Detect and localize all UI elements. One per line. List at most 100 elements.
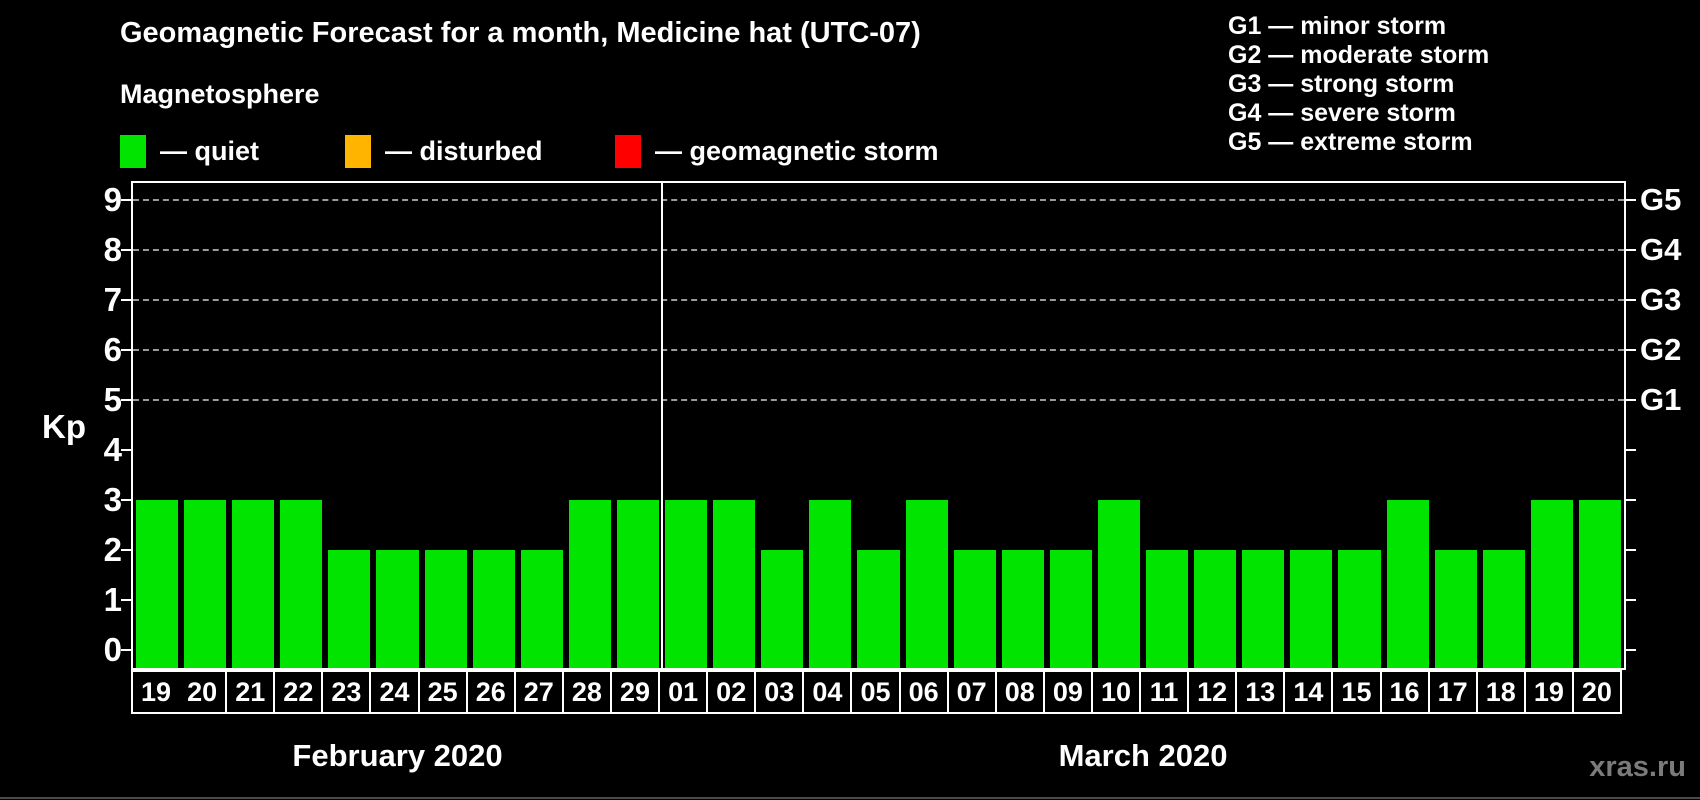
kp-bar-day-23 [328, 550, 371, 668]
bottom-divider [0, 797, 1700, 799]
axis-tick-kp-4 [121, 449, 131, 451]
kp-bar-day-20 [184, 500, 227, 668]
gridline-kp-8 [133, 249, 1624, 251]
kp-bar-day-11 [1146, 550, 1189, 668]
storm-scale-g4: G4 — severe storm [1228, 99, 1456, 127]
kp-bar-day-06 [905, 500, 948, 668]
right-axis-label-g3: G3 [1640, 282, 1682, 317]
kp-bar-day-25 [424, 550, 467, 668]
y-tick-label-8: 8 [103, 231, 122, 268]
kp-bar-day-05 [857, 550, 900, 668]
kp-bar-day-19 [1530, 500, 1573, 668]
date-cell-20: 20 [179, 670, 228, 714]
date-cell-27: 27 [515, 670, 564, 714]
axis-tick-kp-8 [1626, 249, 1636, 251]
date-cell-23: 23 [323, 670, 372, 714]
axis-tick-kp-3 [121, 499, 131, 501]
kp-bar-day-04 [809, 500, 852, 668]
kp-bar-day-14 [1290, 550, 1333, 668]
date-cell-17: 17 [1429, 670, 1478, 714]
date-cell-04: 04 [804, 670, 853, 714]
month-label-february: February 2020 [292, 738, 503, 773]
date-cell-24: 24 [371, 670, 420, 714]
storm-scale-g2: G2 — moderate storm [1228, 41, 1490, 69]
month-separator [661, 183, 664, 668]
gridline-kp-9 [133, 199, 1624, 201]
y-tick-label-5: 5 [103, 381, 122, 418]
kp-bar-day-01 [665, 500, 708, 668]
axis-tick-kp-4 [1626, 449, 1636, 451]
axis-tick-kp-6 [1626, 349, 1636, 351]
axis-tick-kp-7 [1626, 299, 1636, 301]
legend-label: — disturbed [385, 135, 543, 166]
kp-bar-day-12 [1194, 550, 1237, 668]
magnetosphere-label: Magnetosphere [120, 79, 320, 109]
kp-bar-day-08 [1001, 550, 1044, 668]
legend-label: — quiet [160, 135, 259, 166]
kp-bar-day-29 [616, 500, 660, 668]
kp-bar-day-18 [1482, 550, 1525, 668]
kp-bar-day-27 [520, 550, 563, 668]
date-cell-09: 09 [1044, 670, 1093, 714]
y-axis-left-labels: 0 1 2 3 4 5 6 7 8 9 [0, 181, 122, 668]
axis-tick-kp-5 [121, 399, 131, 401]
date-cell-25: 25 [419, 670, 468, 714]
gridline-kp-7 [133, 299, 1624, 301]
kp-bar-day-02 [713, 500, 756, 668]
gridline-kp-5 [133, 399, 1624, 401]
plot-area [121, 181, 1636, 670]
y-tick-label-9: 9 [103, 181, 122, 218]
date-cell-07: 07 [948, 670, 997, 714]
date-cell-08: 08 [996, 670, 1045, 714]
storm-scale-g5: G5 — extreme storm [1228, 128, 1473, 156]
kp-bar-day-03 [761, 550, 804, 668]
axis-tick-kp-1 [1626, 599, 1636, 601]
y-tick-label-4: 4 [103, 431, 122, 468]
date-cell-28: 28 [563, 670, 612, 714]
kp-bar-day-09 [1049, 550, 1092, 668]
kp-bar-day-20 [1578, 500, 1621, 668]
axis-tick-kp-6 [121, 349, 131, 351]
kp-bar-day-16 [1386, 500, 1429, 668]
kp-bar-day-10 [1097, 500, 1141, 668]
date-cell-29: 29 [611, 670, 661, 714]
date-cell-15: 15 [1333, 670, 1382, 714]
date-cell-18: 18 [1477, 670, 1526, 714]
kp-bar-day-28 [568, 500, 611, 668]
date-cell-12: 12 [1189, 670, 1238, 714]
disturbed-color-swatch [345, 134, 371, 168]
kp-bar-day-19 [136, 500, 179, 668]
kp-bar-day-07 [953, 550, 996, 668]
axis-tick-kp-5 [1626, 399, 1636, 401]
date-cell-13: 13 [1237, 670, 1286, 714]
axis-tick-kp-0 [121, 649, 131, 651]
y-tick-label-6: 6 [103, 331, 122, 368]
kp-bar-day-26 [472, 550, 515, 668]
date-cell-01: 01 [660, 670, 709, 714]
y-axis-right-labels: G5 G4 G3 G2 G1 [1640, 182, 1700, 668]
y-tick-label-0: 0 [103, 631, 122, 668]
y-tick-label-1: 1 [103, 581, 122, 618]
right-axis-label-g2: G2 [1640, 332, 1682, 367]
axis-tick-kp-3 [1626, 499, 1636, 501]
date-cell-19: 19 [1525, 670, 1574, 714]
kp-bar-day-13 [1242, 550, 1285, 668]
date-cell-21: 21 [227, 670, 276, 714]
y-axis-label: Kp [42, 408, 86, 445]
month-label-march: March 2020 [1058, 738, 1228, 773]
axis-tick-kp-1 [121, 599, 131, 601]
kp-bar-day-21 [232, 500, 275, 668]
date-cell-02: 02 [708, 670, 757, 714]
axis-tick-kp-9 [1626, 199, 1636, 201]
date-cell-20: 20 [1573, 670, 1622, 714]
axis-tick-kp-8 [121, 249, 131, 251]
right-axis-label-g4: G4 [1640, 232, 1682, 267]
date-cell-03: 03 [756, 670, 805, 714]
watermark: xras.ru [1589, 751, 1686, 783]
kp-bar-day-22 [280, 500, 323, 668]
legend-item-geomagnetic-storm: — geomagnetic storm [615, 133, 939, 169]
right-axis-label-g1: G1 [1640, 382, 1682, 417]
axis-tick-kp-2 [1626, 549, 1636, 551]
legend-label: — geomagnetic storm [655, 135, 939, 166]
